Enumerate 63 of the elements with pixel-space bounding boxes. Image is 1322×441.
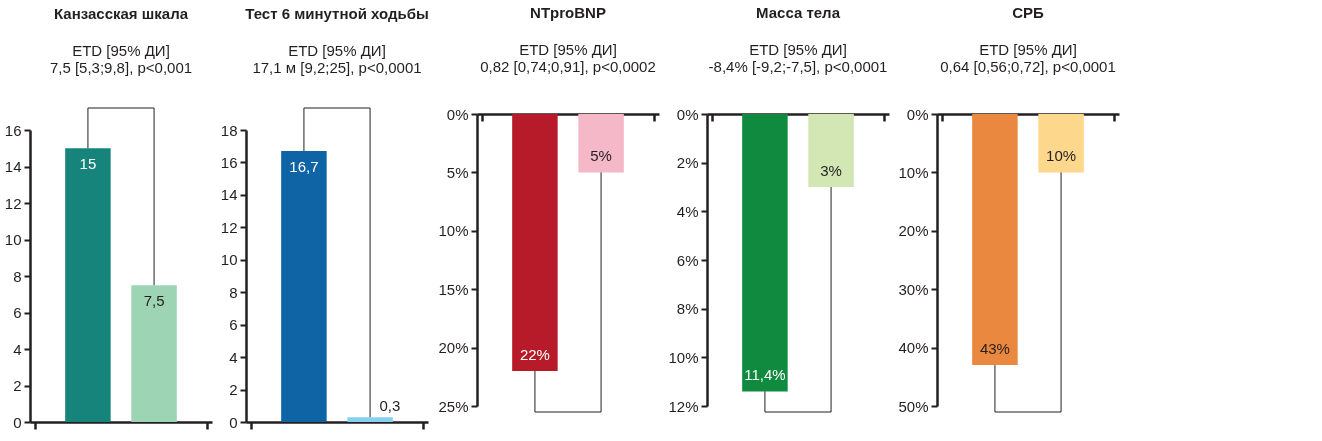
y-tick-label: 10 — [220, 251, 238, 269]
y-tick-label: 0% — [906, 105, 929, 123]
y-tick-label: 10 — [4, 231, 22, 248]
y-tick-label: 14 — [4, 158, 22, 175]
y-tick-label: 4 — [13, 340, 22, 358]
y-tick-label: 10% — [438, 222, 469, 240]
y-tick-label: 5% — [446, 163, 469, 181]
y-tick-label: 8 — [13, 267, 22, 285]
text: -8,4% [-9,2;-7,5], p<0,0001 — [708, 58, 888, 75]
y-tick-label: 16 — [220, 153, 238, 171]
chart-title: СРБ — [1012, 4, 1045, 21]
data-label: 5% — [590, 147, 612, 165]
y-tick-label: 8% — [676, 300, 699, 318]
y-tick-label: 4% — [676, 202, 699, 220]
y-tick-label: 10% — [668, 348, 699, 366]
text: 0,64 [0,56;0,72], p<0,0001 — [940, 58, 1116, 75]
y-tick-label: 15% — [438, 280, 469, 298]
y-tick-label: 6% — [676, 251, 699, 269]
data-label: 43% — [979, 340, 1010, 358]
y-tick-label: 12% — [668, 397, 699, 415]
text: ETD [95% ДИ] — [288, 41, 386, 59]
chart-title: Масса тела — [756, 4, 841, 21]
y-tick-label: 10% — [898, 163, 929, 181]
y-tick-label: 40% — [898, 339, 929, 357]
y-tick-label: 20% — [438, 339, 469, 357]
data-label: 3% — [820, 162, 842, 179]
data-label: 10% — [1046, 147, 1077, 165]
y-tick-label: 14 — [220, 186, 238, 204]
y-tick-label: 18 — [220, 121, 238, 139]
y-tick-label: 50% — [898, 397, 929, 415]
data-label: 0,3 — [379, 397, 401, 415]
y-tick-label: 12 — [220, 218, 238, 236]
data-label: 22% — [519, 345, 550, 363]
y-tick-label: 0% — [676, 105, 699, 123]
data-label: 15 — [79, 155, 97, 173]
chart-title: NTproBNP — [530, 4, 606, 21]
y-tick-label: 2 — [229, 381, 238, 399]
data-label: 16,7 — [289, 158, 319, 176]
y-tick-label: 30% — [898, 280, 929, 298]
chart-title: Канзасская шкала — [53, 4, 189, 22]
y-tick-label: 0 — [229, 413, 238, 431]
y-tick-label: 12 — [4, 194, 22, 212]
chart-title: Тест 6 минутной ходьбы — [245, 4, 429, 22]
y-tick-label: 16 — [4, 121, 22, 139]
data-label: 11,4% — [744, 366, 786, 384]
y-tick-label: 6 — [229, 316, 238, 334]
y-tick-label: 2 — [13, 377, 22, 394]
y-tick-label: 25% — [438, 397, 469, 415]
y-tick-label: 6 — [13, 304, 22, 321]
text: ETD [95% ДИ] — [519, 41, 617, 58]
y-tick-label: 0% — [446, 105, 469, 123]
y-tick-label: 2% — [676, 154, 699, 172]
text: 7,5 [5,3;9,8], p<0,001 — [49, 58, 193, 76]
text: ETD [95% ДИ] — [979, 41, 1077, 58]
data-label: 7,5 — [143, 292, 165, 310]
text: 0,82 [0,74;0,91], p<0,0002 — [480, 58, 656, 75]
text: 17,1 м [9,2;25], p<0,0001 — [252, 58, 422, 76]
y-tick-label: 8 — [229, 283, 238, 301]
y-tick-label: 0 — [13, 413, 22, 431]
text: ETD [95% ДИ] — [72, 41, 170, 59]
y-tick-label: 20% — [898, 222, 929, 240]
text: ETD [95% ДИ] — [749, 41, 847, 58]
y-tick-label: 4 — [229, 348, 238, 366]
